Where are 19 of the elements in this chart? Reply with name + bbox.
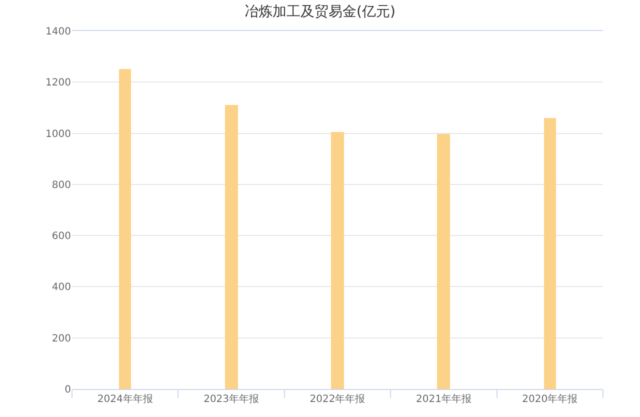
x-tick-label: 2021年年报 [416, 393, 472, 405]
y-tick-label: 600 [52, 231, 71, 242]
y-tick-label: 1200 [46, 78, 71, 89]
x-tick-label: 2022年年报 [310, 393, 366, 405]
y-tick-label: 200 [52, 333, 71, 344]
bar [119, 69, 131, 389]
chart-title: 冶炼加工及贸易金(亿元) [244, 4, 396, 20]
bar [544, 118, 556, 389]
y-tick-label: 1000 [46, 128, 71, 140]
y-tick-label: 800 [52, 180, 71, 191]
x-tick-label: 2020年年报 [522, 393, 578, 405]
y-tick-label: 0 [64, 384, 71, 396]
bar [331, 132, 344, 389]
x-tick-label: 2023年年报 [204, 393, 260, 405]
x-tick-label: 2024年年报 [97, 393, 153, 405]
y-tick-label: 400 [52, 282, 71, 294]
y-tick-label: 1400 [46, 26, 71, 38]
bar [225, 105, 238, 389]
bar [437, 134, 450, 389]
